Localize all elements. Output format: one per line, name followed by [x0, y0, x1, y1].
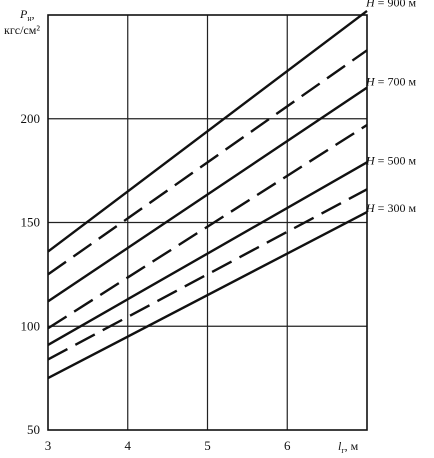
x-tick-label-5: 5 [204, 438, 211, 453]
y-tick-label-50: 50 [27, 422, 40, 437]
grid [48, 15, 367, 430]
y-axis-subscript: н [27, 14, 32, 23]
series-label-2: H = 700 м [365, 74, 416, 88]
series-line-1-solid [47, 9, 368, 253]
x-axis-subscript: г [341, 446, 345, 455]
x-tick-labels: 3 4 5 6 [45, 438, 291, 453]
y-tick-label-100: 100 [21, 318, 41, 333]
series-label-4: H = 300 м [365, 201, 416, 215]
series-labels: H = 900 м H = 700 м H = 500 м H = 300 м [365, 0, 416, 215]
y-axis-symbol: P [19, 7, 28, 21]
y-axis-title: Pн, [19, 7, 35, 23]
y-tick-label-150: 150 [21, 215, 41, 230]
series-line-4-dashed [47, 123, 368, 330]
plot-frame [47, 14, 368, 431]
series-label-1: H = 900 м [365, 0, 416, 10]
series-line-2-dashed [47, 49, 368, 276]
series-label-3: H = 500 м [365, 153, 416, 167]
y-axis-unit: кгс/см² [4, 23, 40, 37]
series-line-3-solid [47, 86, 368, 303]
y-axis-comma: , [32, 7, 35, 21]
series-lines [47, 9, 368, 380]
x-axis-unit: , м [345, 439, 359, 453]
x-tick-label-3: 3 [45, 438, 52, 453]
x-tick-label-6: 6 [284, 438, 291, 453]
y-tick-label-200: 200 [21, 111, 41, 126]
series-line-7-solid [47, 211, 368, 380]
x-axis-symbol: l [338, 439, 342, 453]
x-tick-label-4: 4 [125, 438, 132, 453]
y-tick-labels: 50 100 150 200 [21, 111, 41, 437]
series-line-5-solid [47, 161, 368, 346]
x-axis-title: lг, м [338, 439, 359, 455]
